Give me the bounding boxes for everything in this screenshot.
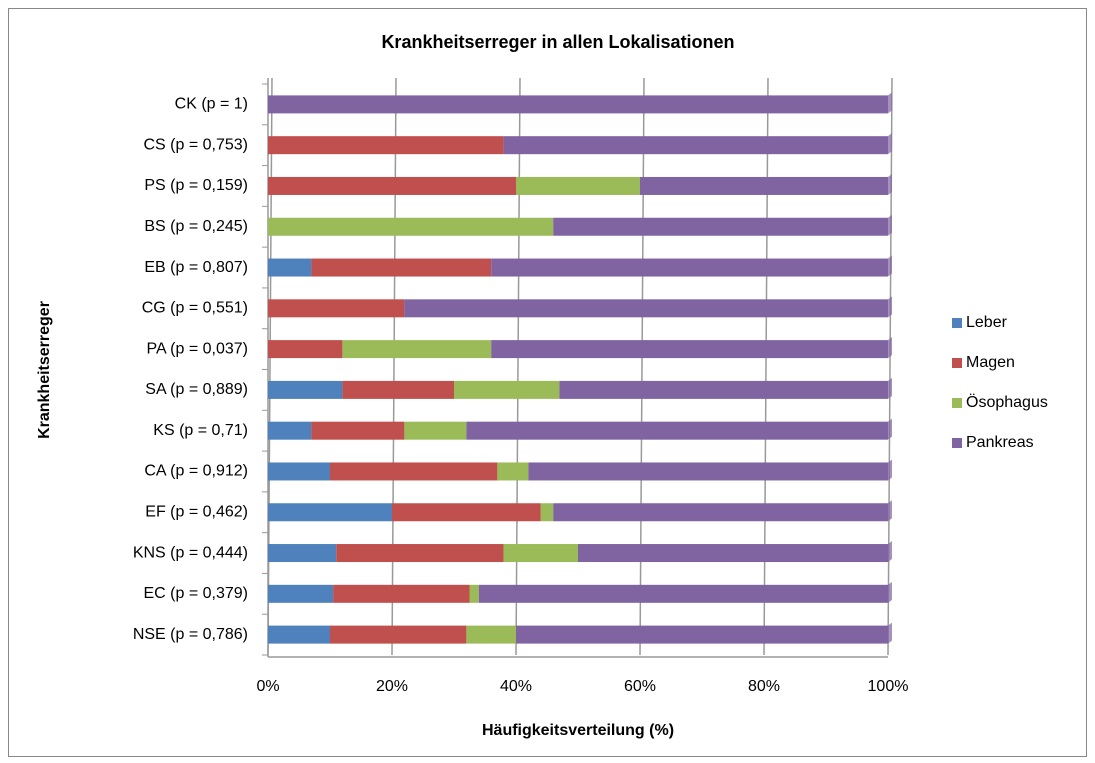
x-tick-label: 40% — [500, 678, 532, 695]
legend-swatch — [952, 358, 962, 368]
bar-segment — [333, 584, 470, 603]
bar-end — [888, 214, 892, 236]
x-tick-label: 0% — [256, 678, 279, 695]
bar-end — [888, 296, 892, 318]
bar-end — [888, 581, 892, 603]
y-tick-label: CS (p = 0,753) — [144, 136, 249, 153]
bar-segment — [268, 625, 330, 644]
y-tick-label: BS (p = 0,245) — [144, 218, 248, 235]
y-tick-label: PA (p = 0,037) — [146, 340, 248, 357]
bar-segment — [466, 421, 888, 440]
bar-segment — [330, 462, 498, 481]
bar-segment — [559, 380, 888, 399]
y-axis-title: Krankheitserreger — [36, 301, 53, 439]
x-tick-label: 100% — [868, 678, 909, 695]
bar-segment — [516, 176, 640, 195]
y-tick-label: NSE (p = 0,786) — [133, 626, 248, 643]
bar-segment — [503, 544, 578, 563]
bar-segment — [311, 258, 492, 277]
bar-end — [888, 377, 892, 399]
y-tick-label: KS (p = 0,71) — [153, 422, 248, 439]
bar-end — [888, 622, 892, 644]
bar-segment — [469, 584, 479, 603]
bar-segment — [404, 299, 888, 318]
bar-segment — [268, 544, 337, 563]
bar-segment — [268, 176, 516, 195]
bar-segment — [478, 584, 888, 603]
bar-end — [888, 500, 892, 522]
legend-label: Leber — [966, 314, 1008, 331]
bar-segment — [466, 625, 516, 644]
bar-segment — [336, 544, 504, 563]
y-tick-label: EC (p = 0,379) — [144, 585, 249, 602]
y-tick-label: EB (p = 0,807) — [144, 259, 248, 276]
bar-segment — [268, 503, 392, 522]
bar-segment — [578, 544, 888, 563]
bar-end — [888, 337, 892, 359]
x-tick-label: 20% — [376, 678, 408, 695]
bar-segment — [491, 258, 888, 277]
bar-segment — [497, 462, 529, 481]
y-tick-label: CK (p = 1) — [175, 96, 248, 113]
bar-end — [888, 92, 892, 114]
bar-segment — [553, 217, 888, 236]
bar-segment — [268, 340, 343, 359]
bar-segment — [268, 421, 312, 440]
chart-title: Krankheitserreger in allen Lokalisatione… — [381, 32, 734, 52]
y-tick-label: PS (p = 0,159) — [144, 177, 248, 194]
legend-swatch — [952, 398, 962, 408]
y-tick-label: CA (p = 0,912) — [144, 463, 248, 480]
legend-swatch — [952, 438, 962, 448]
bar-segment — [268, 136, 504, 155]
bar-segment — [342, 340, 492, 359]
bar-segment — [330, 625, 467, 644]
bar-segment — [491, 340, 888, 359]
bar-segment — [553, 503, 888, 522]
y-tick-label: KNS (p = 0,444) — [133, 544, 248, 561]
legend-label: Magen — [966, 354, 1015, 371]
y-tick-label: CG (p = 0,551) — [142, 300, 248, 317]
bar-end — [888, 459, 892, 481]
bar-end — [888, 173, 892, 195]
bar-segment — [311, 421, 405, 440]
bar-segment — [268, 95, 888, 114]
bar-end — [888, 418, 892, 440]
y-tick-label: EF (p = 0,462) — [145, 503, 248, 520]
bar-end — [888, 255, 892, 277]
legend-label: Ösophagus — [966, 393, 1048, 411]
legend-swatch — [952, 318, 962, 328]
bar-segment — [540, 503, 554, 522]
bar-segment — [268, 462, 330, 481]
bar-segment — [640, 176, 888, 195]
x-axis-title: Häufigkeitsverteilung (%) — [482, 722, 674, 739]
bar-end — [888, 133, 892, 155]
bar-segment — [268, 258, 312, 277]
bar-segment — [528, 462, 888, 481]
bar-end — [888, 541, 892, 563]
legend-label: Pankreas — [966, 434, 1034, 451]
bar-segment — [503, 136, 888, 155]
bar-segment — [342, 380, 454, 399]
bar-segment — [268, 380, 343, 399]
y-tick-label: SA (p = 0,889) — [145, 381, 248, 398]
bar-segment — [454, 380, 560, 399]
bar-segment — [268, 584, 334, 603]
x-tick-label: 60% — [624, 678, 656, 695]
bar-segment — [392, 503, 541, 522]
bar-segment — [268, 217, 554, 236]
x-tick-label: 80% — [748, 678, 780, 695]
bar-segment — [268, 299, 405, 318]
bar-segment — [516, 625, 888, 644]
bar-segment — [404, 421, 467, 440]
